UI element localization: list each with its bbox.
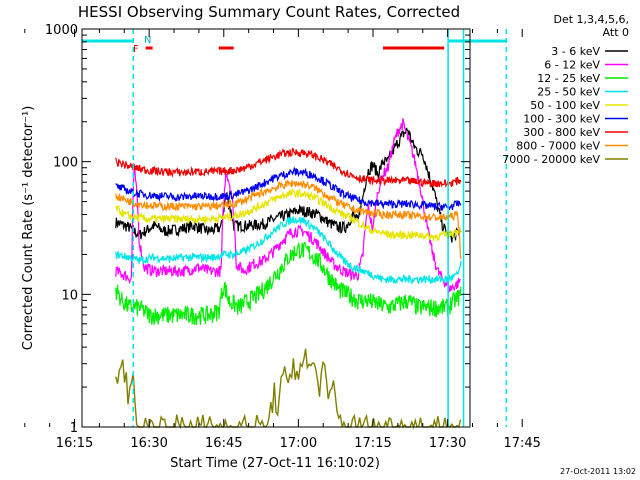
y-tick-label: 100 bbox=[53, 156, 78, 171]
y-tick-label: 10 bbox=[61, 288, 78, 303]
legend-label: 800 - 7000 keV bbox=[516, 140, 600, 153]
plot-frame bbox=[81, 28, 471, 428]
y-tick-label: 1000 bbox=[45, 23, 78, 38]
legend-label: 50 - 100 keV bbox=[530, 99, 600, 112]
footer-date: 27-Oct-2011 13:02 bbox=[560, 467, 636, 476]
series-line bbox=[115, 348, 462, 430]
y-axis: 1 10 100 1000 bbox=[45, 23, 470, 436]
series-line bbox=[115, 147, 462, 189]
x-tick-label: 17:30 bbox=[429, 436, 466, 451]
y-tick-label: 1 bbox=[70, 421, 78, 436]
legend-label: 12 - 25 keV bbox=[537, 72, 600, 85]
legend-label: 100 - 300 keV bbox=[523, 113, 600, 126]
x-tick-label: 16:30 bbox=[130, 436, 167, 451]
x-tick-label: 16:15 bbox=[56, 436, 93, 451]
legend-label: 25 - 50 keV bbox=[537, 86, 600, 99]
x-axis-label: Start Time (27-Oct-11 16:10:02) bbox=[170, 456, 380, 471]
x-axis: 16:15 16:30 16:45 17:00 17:15 17:30 17:45 bbox=[24, 29, 541, 451]
legend-header-detectors: Det 1,3,4,5,6, bbox=[553, 13, 629, 26]
series-layer bbox=[115, 118, 462, 430]
series-line bbox=[115, 187, 462, 242]
marker-layer bbox=[82, 29, 508, 427]
series-line bbox=[115, 127, 462, 243]
legend-header-attenuator: Att 0 bbox=[603, 26, 629, 39]
series-line bbox=[115, 241, 462, 326]
x-tick-label: 17:45 bbox=[503, 436, 540, 451]
legend-label: 300 - 800 keV bbox=[523, 126, 600, 139]
flare-marker-label: F bbox=[133, 44, 139, 55]
series-line bbox=[115, 215, 462, 285]
chart-title: HESSI Observing Summary Count Rates, Cor… bbox=[78, 3, 460, 21]
series-line bbox=[115, 166, 462, 211]
legend-label: 6 - 12 keV bbox=[544, 59, 600, 72]
x-tick-label: 17:15 bbox=[354, 436, 391, 451]
x-tick-label: 16:45 bbox=[205, 436, 242, 451]
x-tick-label: 17:00 bbox=[280, 436, 317, 451]
legend-label: 7000 - 20000 keV bbox=[502, 153, 600, 166]
legend-label: 3 - 6 keV bbox=[551, 45, 600, 58]
series-line bbox=[115, 118, 461, 293]
night-marker-label: N bbox=[144, 35, 151, 46]
series-line bbox=[115, 179, 462, 260]
y-axis-label: Corrected Count Rate (s⁻¹ detector⁻¹) bbox=[21, 106, 36, 351]
